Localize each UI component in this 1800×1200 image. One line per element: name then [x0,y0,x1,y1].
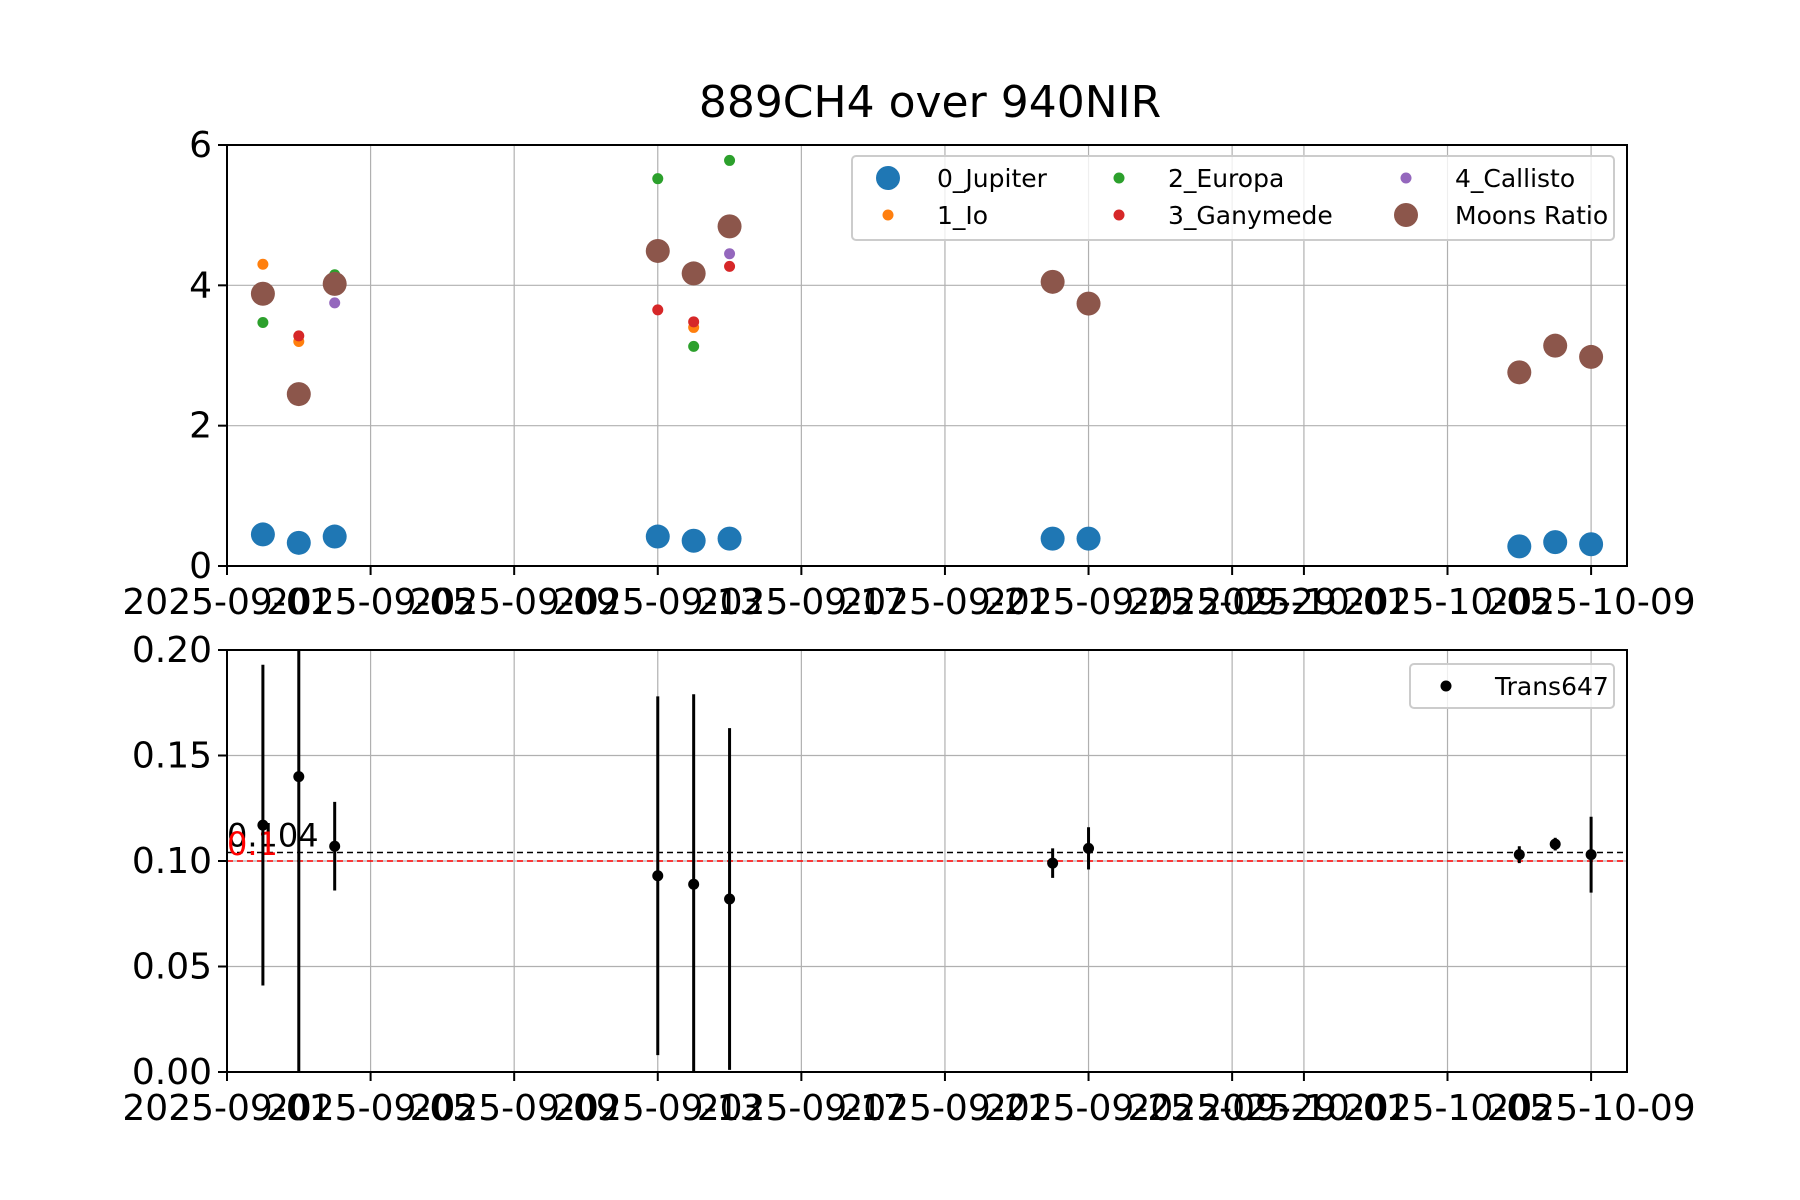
data-point [257,258,269,270]
data-point [329,840,341,852]
data-point [1507,534,1532,559]
legend-marker [1440,680,1452,692]
x-tick-label: 2025-10-09 [1486,582,1695,623]
legend-label: 1_Io [937,201,988,230]
legend-box [1409,663,1615,709]
data-point [724,260,736,272]
data-point [1579,532,1604,557]
data-point [1543,530,1568,555]
data-point [688,340,700,352]
data-point [724,248,736,260]
x-tick-label: 2025-09-01 [122,1088,331,1129]
data-point [652,304,664,316]
plot-frame [226,144,1628,567]
legend-marker [882,209,894,221]
x-tick-label: 2025-09-13 [553,1088,762,1129]
data-point [257,819,269,831]
data-point [286,382,311,407]
data-point [1047,857,1059,869]
x-tick-label: 2025-10-01 [1199,1088,1408,1129]
data-point [1040,269,1065,294]
legend-label: 4_Callisto [1455,164,1575,193]
y-tick-label: 0.05 [132,947,212,988]
data-point [293,330,305,342]
data-point [1076,291,1101,316]
y-tick-label: 6 [189,125,212,166]
data-point [652,870,664,882]
reference-line-label: 0.104 [227,817,319,855]
x-tick-label: 2025-09-17 [697,582,906,623]
x-tick-label: 2025-09-21 [840,1088,1049,1129]
data-point [286,530,311,555]
data-point [250,281,275,306]
data-point [322,524,347,549]
x-tick-label: 2025-10-05 [1343,1088,1552,1129]
data-point [1040,526,1065,551]
legend-label: 2_Europa [1168,164,1284,193]
x-tick-label: 2025-09-01 [122,582,331,623]
x-tick-label: 2025-09-09 [410,1088,619,1129]
legend-label: Moons Ratio [1455,201,1608,230]
x-tick-label: 2025-09-25 [984,1088,1193,1129]
x-tick-label: 2025-09-13 [553,582,762,623]
legend-box [851,155,1615,241]
x-tick-label: 2025-09-29 [1128,1088,1337,1129]
data-point [652,173,664,185]
x-tick-label: 2025-09-09 [410,582,619,623]
data-point [688,316,700,328]
data-point [257,317,269,329]
data-point [724,893,736,905]
data-point [717,526,742,551]
data-point [645,238,670,263]
data-point [724,154,736,166]
data-point [1585,849,1597,861]
chart-title: 889CH4 over 940NIR [699,77,1161,128]
data-point [1549,838,1561,850]
legend-marker [876,166,900,190]
x-tick-label: 2025-09-17 [697,1088,906,1129]
data-point [645,524,670,549]
y-tick-label: 4 [189,265,212,306]
data-point [250,522,275,547]
x-tick-label: 2025-09-25 [984,582,1193,623]
legend-label: 3_Ganymede [1168,201,1333,230]
legend-label: 0_Jupiter [937,164,1048,193]
data-point [1579,344,1604,369]
data-point [717,214,742,239]
data-point [293,771,305,783]
top-panel: 02462025-09-012025-09-052025-09-092025-0… [122,125,1695,623]
data-point [322,271,347,296]
y-tick-label: 0 [189,546,212,587]
legend-marker [1400,172,1412,184]
legend-marker [1394,203,1418,227]
bottom-panel: 0.1040.10.000.050.100.150.202025-09-0120… [122,630,1695,1129]
data-point [1507,360,1532,385]
x-tick-label: 2025-09-29 [1128,582,1337,623]
x-tick-label: 2025-09-21 [840,582,1049,623]
data-point [688,878,700,890]
x-tick-label: 2025-10-05 [1343,582,1552,623]
x-tick-label: 2025-10-09 [1486,1088,1695,1129]
y-tick-label: 0.00 [132,1052,212,1093]
data-point [1083,842,1095,854]
data-point [329,297,341,309]
legend-marker [1113,209,1125,221]
reference-line-label: 0.1 [227,825,278,863]
data-point [681,261,706,286]
y-tick-label: 0.15 [132,736,212,777]
x-tick-label: 2025-10-01 [1199,582,1408,623]
legend-marker [1113,172,1125,184]
data-point [1076,526,1101,551]
data-point [1513,849,1525,861]
legend-label: Trans647 [1494,672,1609,701]
data-point [1543,333,1568,358]
x-tick-label: 2025-09-05 [266,582,475,623]
y-tick-label: 2 [189,406,212,447]
x-tick-label: 2025-09-05 [266,1088,475,1129]
data-point [681,528,706,553]
y-tick-label: 0.10 [132,841,212,882]
y-tick-label: 0.20 [132,630,212,671]
